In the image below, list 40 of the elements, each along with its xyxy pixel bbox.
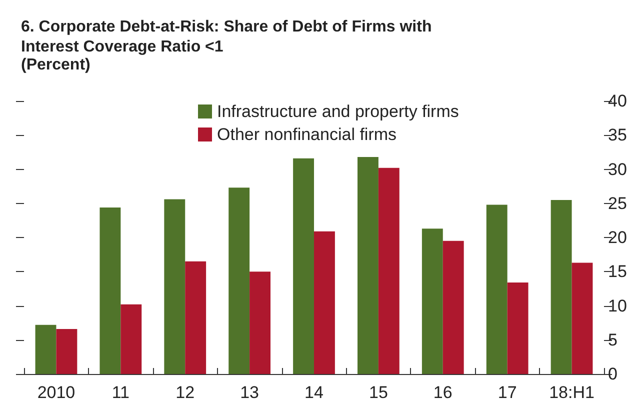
bar xyxy=(228,188,250,374)
bar xyxy=(293,158,314,374)
x-tick-label: 17 xyxy=(498,383,517,402)
bar xyxy=(120,304,142,374)
bar xyxy=(185,261,206,374)
bar xyxy=(358,156,378,374)
y-tick-label: 35 xyxy=(608,126,627,145)
x-tick-label: 12 xyxy=(176,383,195,402)
y-tick-label: 10 xyxy=(608,296,627,316)
y-tick-label: 5 xyxy=(608,330,618,350)
bar xyxy=(56,328,78,374)
chart-subtitle: (Percent) xyxy=(21,56,90,74)
bar xyxy=(572,262,593,374)
bar xyxy=(250,272,270,374)
y-tick-label: 40 xyxy=(608,92,627,110)
y-tick-label: 30 xyxy=(608,160,627,179)
x-tick-label: 11 xyxy=(112,383,130,402)
bar xyxy=(550,200,572,374)
bar xyxy=(35,324,56,374)
bar xyxy=(486,204,508,374)
bar xyxy=(422,228,443,374)
x-tick-label: 18:H1 xyxy=(549,383,594,402)
chart-title: 6. Corporate Debt-at-Risk: Share of Debt of Firms with Interest Coverage Ratio <1 xyxy=(21,18,436,56)
bar xyxy=(442,240,464,374)
x-tick-label: 14 xyxy=(304,383,324,402)
x-tick-label: 2010 xyxy=(37,383,76,402)
bar xyxy=(378,168,400,374)
bar xyxy=(507,282,528,374)
bar xyxy=(314,231,335,374)
bar xyxy=(164,199,186,374)
bar xyxy=(100,207,121,374)
x-tick-label: 15 xyxy=(368,383,388,402)
x-tick-label: 13 xyxy=(240,383,260,402)
legend-label: Other nonfinancial firms xyxy=(217,125,397,144)
x-tick-label: 16 xyxy=(433,383,452,402)
y-tick-label: 15 xyxy=(608,262,627,282)
y-tick-label: 0 xyxy=(608,364,618,384)
y-tick-label: 25 xyxy=(608,194,627,213)
legend-label: Infrastructure and property firms xyxy=(217,102,459,121)
y-tick-label: 20 xyxy=(608,228,627,247)
